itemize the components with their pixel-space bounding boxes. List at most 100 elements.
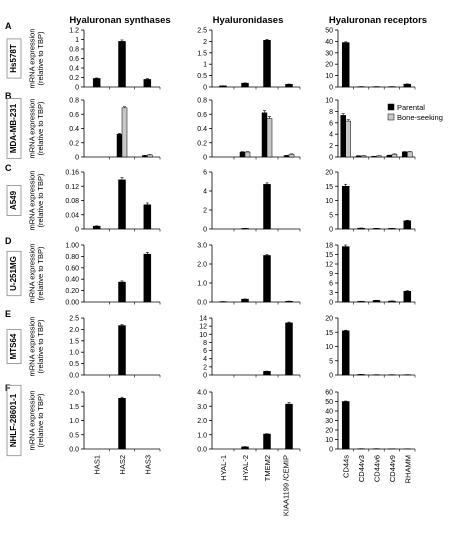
bar [143, 204, 152, 230]
y-tick-label: 0 [329, 155, 333, 162]
legend-swatch-parental [387, 103, 395, 111]
y-tick-label: 15 [325, 330, 333, 337]
y-tick-label: 5 [329, 212, 333, 219]
subplot-c-2: 0 2 4 6 [203, 170, 301, 234]
bar [241, 446, 249, 450]
bar [372, 300, 381, 303]
legend-swatch-bone-seeking [387, 113, 395, 121]
x-category-label: CD44s [342, 455, 351, 478]
bar [121, 107, 128, 158]
y-tick-label: 18 [325, 243, 333, 250]
y-tick-label: 8 [203, 340, 207, 347]
cell-line-box [6, 185, 22, 216]
y-axis-label-line2: (relative to TBP) [36, 393, 45, 448]
bar [360, 155, 367, 158]
y-tick-label: 1.0 [197, 281, 207, 288]
y-tick-label: 4.0 [197, 390, 207, 397]
subplot-c-3: 0 5 10 15 20 [325, 170, 416, 234]
y-tick-label: 2 [203, 208, 207, 215]
bar [263, 371, 271, 376]
bar [340, 115, 346, 158]
bar [142, 155, 148, 158]
y-tick-label: 2.0 [69, 327, 79, 334]
cell-line-box [6, 384, 22, 457]
y-tick-label: 6 [203, 170, 207, 177]
y-tick-label: 15 [325, 184, 333, 191]
bar [403, 83, 412, 88]
y-tick-label: 0 [75, 227, 79, 234]
y-tick-label: 0.80 [65, 254, 79, 261]
bar [341, 246, 350, 303]
y-tick-label: 2.0 [197, 262, 207, 269]
y-tick-label: 0.16 [65, 170, 79, 177]
y-tick-label: 10 [325, 437, 333, 444]
y-axis-label-line2: (relative to TBP) [36, 31, 45, 86]
column-title-receptors: Hyaluronan receptors [329, 15, 427, 26]
y-tick-label: 1.0 [69, 350, 79, 357]
bar [147, 154, 153, 158]
y-axis-label-line1: mRNA expression [28, 243, 37, 303]
y-tick-label: 8 [329, 109, 333, 116]
y-axis-label: mRNA expression(relative to TBP) [28, 28, 45, 88]
bar [341, 186, 350, 230]
bar [116, 133, 123, 158]
cell-line-box [6, 38, 22, 79]
bar [285, 322, 293, 376]
bar [241, 82, 249, 88]
y-tick-label: 9 [329, 271, 333, 278]
cell-line-box [6, 329, 22, 364]
bar [263, 433, 271, 450]
bar [118, 41, 126, 88]
y-tick-label: 20 [325, 316, 333, 323]
bar [118, 398, 126, 450]
legend-label-parental: Parental [397, 103, 425, 112]
subplot-b-2: 0 0.2 0.4 0.6 0.8 [197, 98, 301, 162]
y-tick-label: 5 [329, 358, 333, 365]
panel-letter: E [5, 309, 11, 319]
subplot-d-2: 0.0 1.0 2.0 3.0 [197, 243, 301, 307]
y-tick-label: 0.6 [69, 56, 79, 63]
y-tick-label: 2.0 [69, 390, 79, 397]
y-tick-label: 0.5 [69, 432, 79, 439]
panel-e: E MTS64 mRNA expression(relative to TBP) 0.… [5, 309, 416, 380]
subplot-f-3: 0 10 20 30 40 50 60 CD44s CD44v3 CD44v6 CD44v9 RHAM… [325, 390, 416, 483]
subplot-a-1: 0 0.2 0.4 0.6 0.8 1 1.2 [69, 28, 161, 92]
bar [376, 155, 382, 158]
y-tick-label: 2 [329, 143, 333, 150]
y-tick-label: 15 [325, 252, 333, 259]
subplot-b-1: 0 0.2 0.4 0.6 0.8 [69, 98, 161, 162]
y-tick-label: 4 [329, 132, 333, 139]
y-tick-label: 0 [329, 300, 333, 307]
panel-letter: A [5, 21, 12, 31]
cell-line-box [6, 98, 22, 159]
y-tick-label: 2 [203, 39, 207, 46]
cell-line-label: MDA-MB-231 [9, 103, 18, 153]
bar [345, 120, 351, 158]
y-tick-label: 12 [199, 324, 207, 331]
y-tick-label: 0.00 [65, 300, 79, 307]
y-tick-label: 20 [325, 428, 333, 435]
y-tick-label: 0 [203, 227, 207, 234]
y-tick-label: 0.2 [197, 140, 207, 147]
subplot-f-1: 0.0 0.5 1.0 1.5 2.0 HAS1 HAS2 HAS3 [69, 390, 161, 475]
bar [283, 155, 290, 158]
cell-line-label: Hs578T [9, 44, 18, 73]
y-tick-label: 0.4 [69, 126, 79, 133]
y-tick-label: 10 [325, 198, 333, 205]
y-tick-label: 0.2 [69, 140, 79, 147]
y-tick-label: 10 [325, 344, 333, 351]
y-axis-label-line1: mRNA expression [28, 390, 37, 450]
y-axis-label: mRNA expression(relative to TBP) [28, 243, 45, 303]
y-tick-label: 1.2 [69, 28, 79, 35]
bar [341, 330, 350, 376]
y-tick-label: 2.5 [69, 316, 79, 323]
y-tick-label: 0.2 [69, 75, 79, 82]
y-tick-label: 0.5 [69, 361, 79, 368]
y-tick-label: 10 [325, 98, 333, 105]
subplot-d-1: 0.00 0.20 0.40 0.60 0.80 1.00 [65, 243, 161, 307]
bar [118, 281, 126, 303]
cell-line-label: U-251MG [9, 256, 18, 291]
panel-d: D U-251MG mRNA expression(relative to TBP)… [5, 236, 416, 307]
